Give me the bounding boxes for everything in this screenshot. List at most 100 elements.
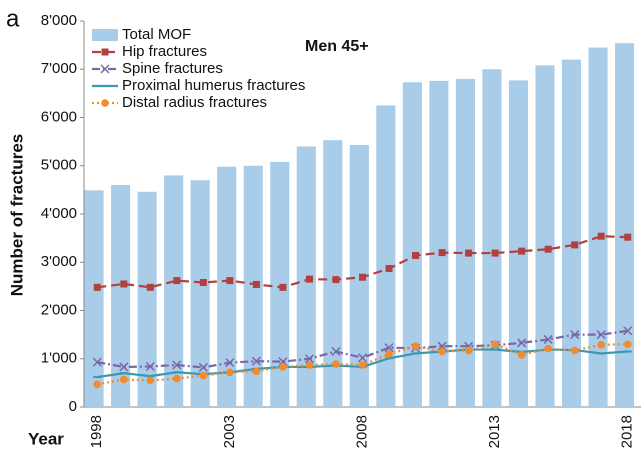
marker — [570, 346, 579, 355]
marker — [172, 360, 182, 370]
bar — [455, 78, 475, 408]
bar — [376, 105, 396, 407]
marker — [304, 354, 314, 364]
marker — [305, 361, 314, 369]
marker — [597, 340, 606, 349]
bar — [561, 59, 582, 407]
marker — [384, 343, 394, 353]
marker — [571, 241, 579, 249]
marker — [173, 374, 181, 383]
bar — [190, 180, 210, 407]
marker — [119, 362, 129, 372]
y-tick-label: 7'000 — [41, 60, 77, 77]
marker — [305, 275, 313, 283]
marker — [199, 279, 207, 287]
bar — [429, 80, 449, 407]
marker — [411, 342, 420, 351]
bar — [217, 166, 237, 407]
line-series — [93, 340, 632, 389]
marker — [518, 247, 526, 255]
bar — [482, 69, 502, 407]
marker — [438, 347, 446, 356]
marker — [198, 362, 208, 372]
marker — [491, 249, 499, 257]
x-tick-label: 1998 — [88, 415, 105, 448]
marker — [251, 356, 261, 366]
y-tick-label: 0 — [69, 398, 77, 415]
marker — [544, 245, 552, 253]
marker — [623, 340, 632, 349]
legend-label: Spine fractures — [122, 60, 223, 77]
bar — [111, 185, 131, 407]
marker — [101, 48, 109, 56]
y-tick-label: 4'000 — [41, 205, 77, 222]
legend-label: Proximal humerus fractures — [122, 77, 305, 94]
marker — [624, 233, 632, 241]
marker — [332, 276, 340, 284]
y-tick-label: 5'000 — [41, 157, 77, 174]
line-series — [93, 232, 632, 291]
marker — [543, 334, 553, 344]
bar — [615, 43, 635, 407]
x-tick-label: 2003 — [221, 415, 238, 448]
panel-label: a — [6, 5, 20, 32]
marker — [119, 375, 128, 384]
marker — [252, 367, 261, 376]
marker — [92, 357, 102, 367]
marker — [597, 232, 605, 240]
legend-marker — [101, 99, 109, 107]
legend-swatch — [92, 29, 118, 41]
bar — [164, 175, 184, 407]
x-tick-label: 2018 — [619, 415, 636, 448]
marker — [358, 361, 367, 369]
marker — [570, 330, 580, 340]
marker — [491, 340, 499, 349]
marker — [357, 353, 368, 363]
marker — [146, 376, 155, 385]
marker — [279, 283, 287, 291]
bar — [535, 65, 555, 407]
marker — [173, 277, 181, 285]
marker — [145, 361, 155, 372]
y-tick-label: 3'000 — [41, 253, 77, 270]
legend-marker — [101, 48, 109, 56]
annotation: Men 45+ — [305, 38, 369, 55]
marker — [517, 351, 526, 359]
marker — [93, 380, 102, 389]
marker — [225, 358, 235, 368]
legend-marker — [100, 64, 110, 74]
marker — [199, 371, 208, 380]
marker — [623, 326, 633, 336]
marker — [412, 251, 420, 259]
marker — [279, 363, 287, 371]
x-tick-label: 2013 — [486, 415, 503, 448]
marker — [100, 64, 110, 74]
y-tick-label: 2'000 — [41, 301, 77, 318]
marker — [332, 360, 340, 368]
marker — [465, 249, 473, 257]
marker — [464, 346, 473, 355]
marker — [331, 346, 341, 357]
marker — [101, 99, 109, 107]
y-tick-label: 8'000 — [41, 12, 77, 29]
marker — [385, 265, 393, 273]
marker — [226, 368, 234, 377]
marker — [226, 277, 234, 285]
legend-label: Hip fractures — [122, 43, 207, 60]
bar — [323, 140, 343, 408]
marker — [120, 280, 128, 288]
marker — [385, 350, 393, 358]
legend-label: Total MOF — [122, 26, 191, 43]
x-tick-label: 2008 — [353, 415, 370, 448]
bar — [84, 190, 104, 407]
bar — [508, 80, 529, 407]
bar — [588, 47, 608, 407]
y-tick-label: 6'000 — [41, 108, 77, 125]
marker — [438, 249, 446, 257]
marker — [544, 344, 552, 353]
y-axis-label: Number of fractures — [7, 134, 26, 296]
marker — [93, 283, 101, 291]
marker — [517, 338, 527, 348]
bar — [402, 82, 422, 407]
